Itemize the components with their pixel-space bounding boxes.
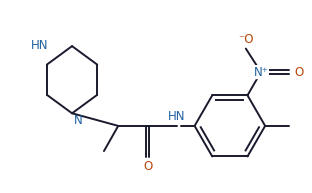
Text: O: O [295, 66, 304, 79]
Text: HN: HN [31, 39, 49, 52]
Text: HN: HN [168, 109, 185, 123]
Text: ⁻O: ⁻O [238, 33, 254, 46]
Text: O: O [143, 160, 152, 173]
Text: N: N [74, 114, 82, 127]
Text: N⁺: N⁺ [253, 66, 268, 79]
